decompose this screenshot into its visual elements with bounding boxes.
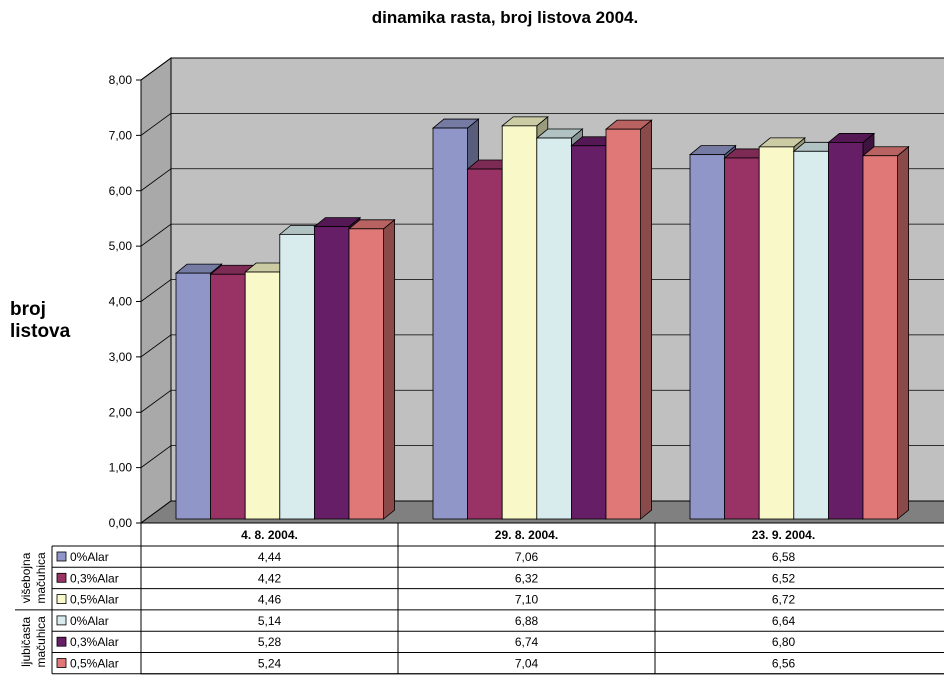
data-label: 5,24 [258,657,282,671]
y-tick-label: 3,00 [109,350,133,364]
data-label: 7,04 [515,657,539,671]
y-axis-label: broj listova [10,299,71,342]
y-tick-label: 0,00 [109,516,133,530]
y-tick-label: 8,00 [109,73,133,87]
bar [175,272,211,520]
bar [724,157,760,520]
bar [536,137,572,520]
gridline [140,334,944,358]
data-table [140,522,944,675]
category-label: 4. 8. 2004. [241,528,298,542]
bar [279,233,315,520]
data-label: 6,56 [772,657,796,671]
y-tick-label: 2,00 [109,405,133,419]
bar [605,128,641,520]
data-label: 5,28 [258,635,282,649]
y-tick-label: 4,00 [109,295,133,309]
bar [210,273,246,520]
data-label: 7,06 [515,550,539,564]
category-label: 23. 9. 2004. [752,528,815,542]
legend-swatch [56,594,67,604]
legend-entry: 0,5%Alar [70,657,119,671]
legend-swatch [56,615,67,626]
bar-side [897,145,909,520]
gridline [140,445,944,468]
bar [793,150,829,520]
y-tick-label: 1,00 [109,461,133,475]
bar [758,146,795,520]
data-label: 4,44 [258,550,282,564]
bar [244,271,281,520]
legend-entry: 0,3%Alar [70,635,119,649]
y-tick-label: 6,00 [109,184,133,198]
bar [828,142,864,520]
data-label: 6,32 [515,571,539,585]
category-label: 29. 8. 2004. [495,528,558,542]
bar-side [640,119,652,520]
group-label: višebojnamačuhica [19,552,48,604]
gridline [140,168,944,192]
data-label: 4,42 [258,571,282,585]
legend-entry: 0%Alar [70,614,109,628]
bar [571,145,607,520]
data-label: 5,14 [258,614,282,628]
legend-swatch [56,658,67,668]
bar [313,226,350,520]
gridline [140,57,944,81]
bar [467,168,503,520]
gridline [140,223,944,247]
legend-entry: 0,3%Alar [70,571,119,585]
bar [432,127,468,520]
chart-title: dinamika rasta, broj listova 2004. [372,8,638,27]
legend-entry: 0%Alar [70,550,109,564]
legend-swatch [56,572,67,583]
data-label: 4,46 [258,593,282,607]
data-label: 6,74 [515,635,539,649]
gridline [140,389,944,413]
data-label: 6,58 [772,550,796,564]
bar [689,154,725,520]
bar [862,155,898,520]
bar [501,125,538,520]
legend-swatch [56,551,67,562]
bar-side [383,218,396,520]
y-tick-label: 5,00 [109,239,133,253]
data-label: 6,80 [772,635,796,649]
legend-swatch [56,636,67,647]
group-label: ljubičastamačuhica [19,616,48,668]
gridline [140,112,944,136]
data-label: 6,52 [772,571,796,585]
legend-entry: 0,5%Alar [70,593,119,607]
y-tick-label: 7,00 [109,128,133,142]
data-label: 7,10 [515,593,539,607]
data-label: 6,88 [515,614,539,628]
bar [348,228,384,520]
data-label: 6,72 [772,593,796,607]
gridline [140,279,944,302]
data-label: 6,64 [772,614,796,628]
